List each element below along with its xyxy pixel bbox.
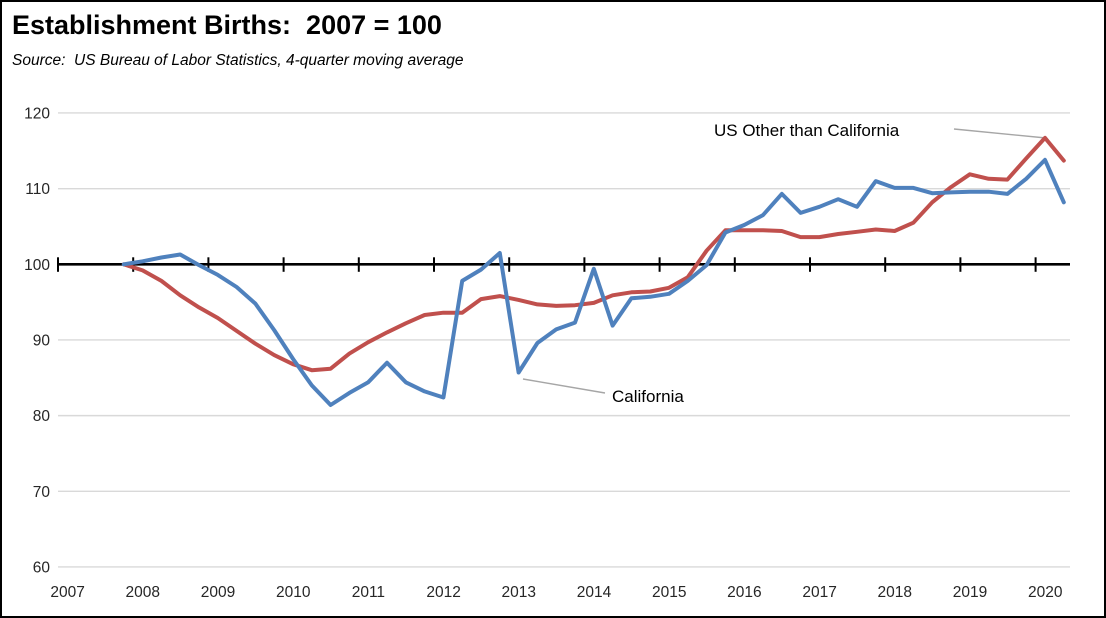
series-label-california: California [612,387,684,406]
x-axis-label: 2012 [426,584,460,601]
y-axis-label: 60 [33,559,51,576]
x-axis-label: 2019 [953,584,987,601]
x-axis-label: 2008 [126,584,160,601]
series-label-us-other-than-california: US Other than California [714,121,900,140]
series-line-california [121,157,1066,407]
series-line-us-other-than-california [121,135,1066,373]
x-axis-label: 2020 [1028,584,1063,601]
x-axis-label: 2017 [802,584,836,601]
chart-title: Establishment Births: 2007 = 100 [12,10,442,40]
x-axis-label: 2010 [276,584,311,601]
y-axis-label: 100 [24,257,50,274]
x-axis-label: 2014 [577,584,612,601]
y-axis-label: 120 [24,105,50,122]
y-axis-label: 70 [33,484,51,501]
y-axis-label: 90 [33,332,51,349]
y-axis-label: 110 [25,181,50,198]
x-axis-label: 2009 [201,584,235,601]
y-axis-label: 80 [33,408,51,425]
x-axis-label: 2011 [352,584,385,601]
chart-source-subtitle: Source: US Bureau of Labor Statistics, 4… [12,52,464,69]
annotation-leader-line [953,128,1047,139]
x-axis-label: 2007 [50,584,84,601]
annotation-leader-line [522,378,606,394]
x-axis-label: 2016 [727,584,761,601]
x-axis-label: 2018 [878,584,912,601]
x-axis-label: 2015 [652,584,686,601]
x-axis-label: 2013 [502,584,536,601]
